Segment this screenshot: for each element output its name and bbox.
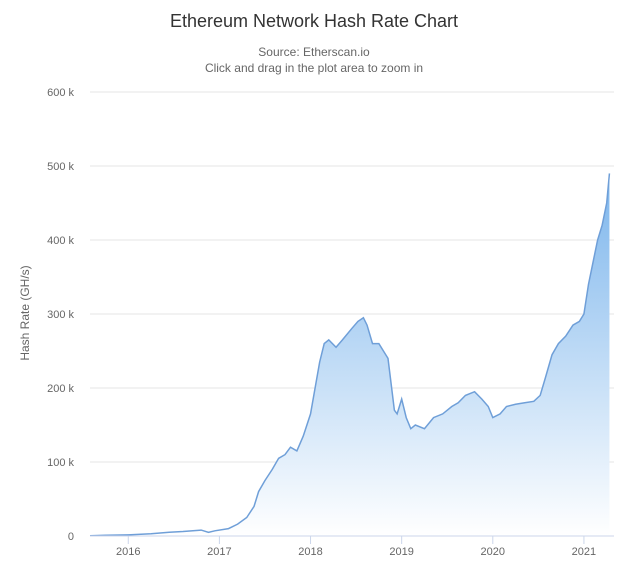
y-tick-label: 300 k — [47, 309, 74, 321]
x-tick-label: 2016 — [116, 546, 140, 558]
hash-rate-area[interactable] — [90, 173, 610, 536]
y-axis-ticks: 0 100 k 200 k 300 k 400 k 500 k 600 k — [47, 87, 74, 543]
x-tick-label: 2020 — [481, 546, 505, 558]
y-axis-title: Hash Rate (GH/s) — [18, 265, 32, 360]
x-axis-ticks: 2016 2017 2018 2019 2020 2021 — [116, 536, 596, 558]
hash-rate-line[interactable] — [89, 173, 611, 537]
y-tick-label: 200 k — [47, 383, 74, 395]
y-tick-label: 600 k — [47, 87, 74, 99]
x-tick-label: 2017 — [207, 546, 231, 558]
y-tick-label: 400 k — [47, 235, 74, 247]
y-tick-label: 500 k — [47, 161, 74, 173]
chart-subtitle-source: Source: Etherscan.io — [258, 45, 370, 59]
x-tick-label: 2019 — [389, 546, 413, 558]
y-tick-label: 100 k — [47, 457, 74, 469]
x-tick-label: 2021 — [572, 546, 596, 558]
chart-subtitle-zoom-hint: Click and drag in the plot area to zoom … — [205, 61, 423, 75]
chart-title: Ethereum Network Hash Rate Chart — [170, 11, 458, 31]
x-tick-label: 2018 — [298, 546, 322, 558]
y-tick-label: 0 — [68, 531, 74, 543]
